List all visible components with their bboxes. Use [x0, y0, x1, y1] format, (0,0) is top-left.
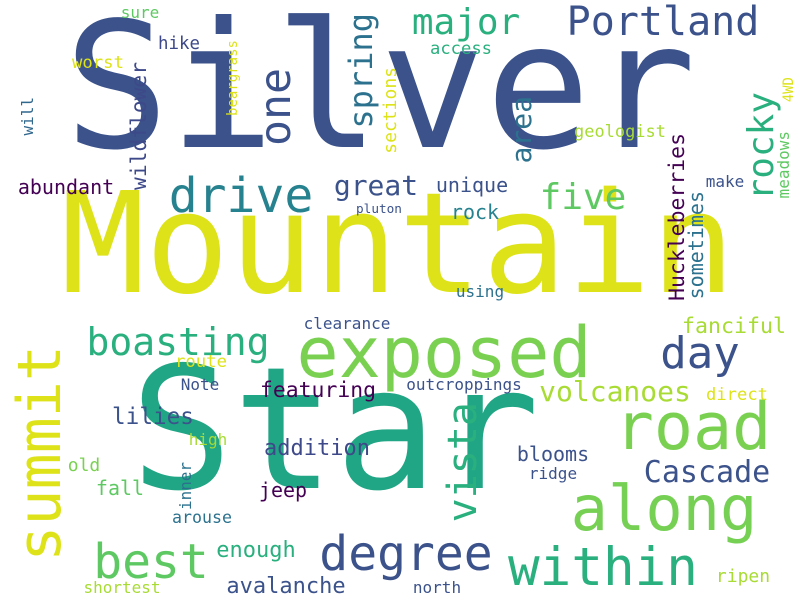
word-ripen: ripen — [715, 566, 771, 587]
word-make: make — [705, 172, 745, 191]
word-volcanoes: volcanoes — [539, 375, 691, 408]
word-boasting: boasting — [86, 320, 270, 364]
word-outcroppings: outcroppings — [406, 375, 522, 394]
word-beargrass: beargrass — [224, 40, 241, 116]
word-fall: fall — [95, 476, 145, 500]
word-direct: direct — [706, 385, 768, 406]
word-meadows: meadows — [774, 131, 793, 199]
word-pluton: pluton — [356, 201, 402, 217]
word-access: access — [430, 39, 492, 60]
word-geologist: geologist — [574, 121, 666, 142]
word-clearance: clearance — [303, 314, 391, 333]
word-star: Star — [130, 331, 540, 529]
word-one: one — [251, 68, 302, 146]
word-five: five — [539, 177, 627, 218]
word-avalanche: avalanche — [226, 574, 346, 599]
word-vista: vista — [440, 401, 486, 523]
word-within: within — [508, 536, 698, 598]
word-road: road — [614, 390, 772, 465]
word-fanciful: fanciful — [682, 314, 786, 340]
word-drive: drive — [168, 168, 314, 224]
word-unique: unique — [435, 173, 509, 197]
word-abundant: abundant — [17, 175, 115, 199]
word-silver: Silver — [63, 0, 697, 189]
word-jeep: jeep — [258, 478, 308, 502]
word-sometimes: sometimes — [684, 190, 708, 300]
word-blooms: blooms — [516, 442, 590, 466]
word-portland: Portland — [566, 0, 760, 45]
word-degree: degree — [319, 526, 493, 582]
word-along: along — [570, 472, 758, 545]
word-4wd: 4WD — [781, 77, 797, 103]
word-best: best — [93, 534, 209, 590]
word-rock: rock — [450, 200, 500, 224]
word-wildflower: wildflower — [127, 62, 153, 190]
word-day: day — [660, 328, 740, 379]
word-shortest: shortest — [83, 578, 161, 597]
word-sure: sure — [120, 3, 160, 22]
word-mountain: Mountain — [60, 163, 736, 326]
word-exposed: exposed — [296, 312, 592, 394]
word-major: major — [411, 2, 521, 43]
word-old: old — [67, 455, 101, 476]
word-cascade: Cascade — [643, 455, 771, 490]
word-worst: worst — [72, 53, 124, 74]
word-area: area — [505, 96, 538, 164]
word-ridge: ridge — [528, 464, 578, 483]
word-lilies: lilies — [112, 403, 194, 430]
word-hike: hike — [158, 34, 200, 55]
word-enough: enough — [216, 538, 296, 563]
word-north: north — [412, 578, 462, 597]
word-great: great — [333, 169, 419, 202]
word-inner: inner — [176, 462, 196, 510]
word-high: high — [188, 430, 228, 449]
word-summit: summit — [5, 344, 75, 562]
word-route: route — [175, 352, 227, 373]
word-note: Note — [180, 375, 220, 394]
word-spring: spring — [342, 13, 380, 129]
word-addition: addition — [264, 436, 370, 461]
word-arouse: arouse — [172, 507, 232, 527]
word-using: using — [455, 282, 505, 301]
word-sections: sections — [380, 66, 401, 154]
word-will: will — [18, 96, 37, 136]
word-featuring: featuring — [260, 378, 376, 404]
